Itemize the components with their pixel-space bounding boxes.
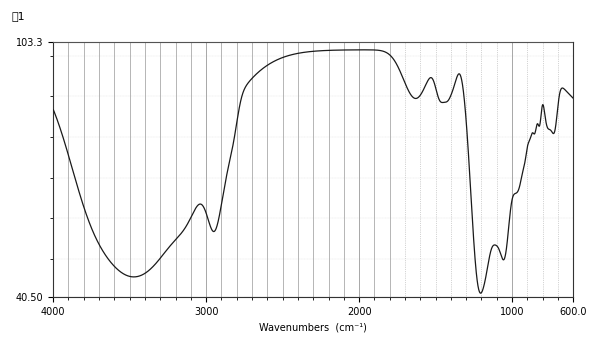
X-axis label: Wavenumbers  (cm⁻¹): Wavenumbers (cm⁻¹) <box>259 322 367 333</box>
Text: 図1: 図1 <box>12 11 25 21</box>
